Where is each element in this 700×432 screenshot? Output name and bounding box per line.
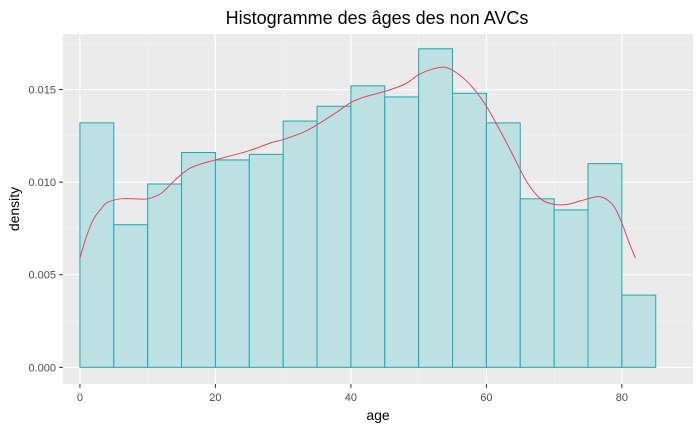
histogram-bar — [214, 159, 250, 368]
chart-title: Histogramme des âges des non AVCs — [226, 8, 529, 28]
histogram-bar — [79, 122, 115, 368]
x-axis-ticks: 0 20 40 60 80 — [77, 384, 628, 404]
y-axis-title: density — [6, 187, 22, 231]
y-tick-label: 0.000 — [28, 362, 56, 374]
histogram-bar — [181, 152, 216, 368]
y-tick-label: 0.010 — [28, 177, 56, 189]
x-tick-label: 20 — [209, 392, 221, 404]
histogram-bar — [452, 92, 487, 368]
histogram-bar — [384, 96, 420, 368]
histogram-bar — [248, 153, 284, 368]
x-axis-title: age — [366, 407, 390, 423]
histogram-bar — [485, 122, 521, 368]
histogram-bar — [587, 163, 623, 368]
x-tick-label: 40 — [345, 392, 357, 404]
histogram-bar — [350, 85, 386, 368]
histogram-bar — [316, 105, 352, 368]
x-tick-label: 0 — [77, 392, 83, 404]
histogram-bar — [282, 120, 318, 368]
histogram-bar — [519, 198, 555, 368]
histogram-bar — [621, 294, 657, 368]
density-curve — [79, 66, 636, 259]
histogram-bar — [418, 48, 454, 368]
x-tick-label: 80 — [616, 392, 628, 404]
y-tick-label: 0.005 — [28, 270, 56, 282]
histogram-bars — [79, 48, 657, 368]
y-axis-ticks: 0.000 0.005 0.010 0.015 — [28, 85, 63, 374]
x-tick-label: 60 — [480, 392, 492, 404]
histogram-bar — [147, 183, 183, 368]
histogram-bar — [113, 224, 149, 368]
y-tick-label: 0.015 — [28, 85, 56, 97]
histogram-bar — [553, 209, 589, 368]
